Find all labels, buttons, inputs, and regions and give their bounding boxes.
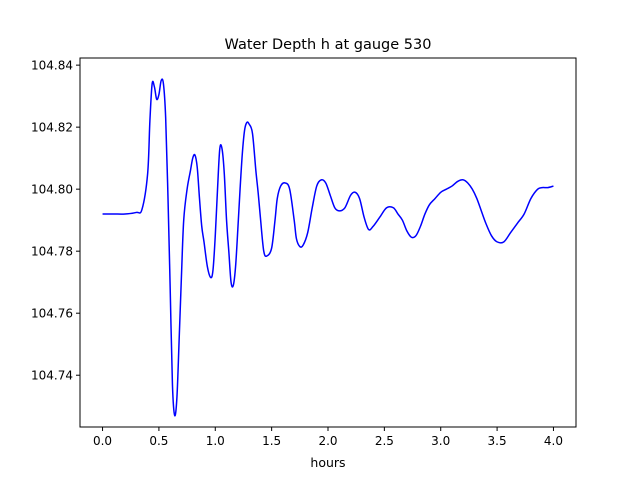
x-tick-label: 1.0	[206, 434, 225, 448]
x-tick-label: 0.5	[149, 434, 168, 448]
x-tick-label: 2.0	[318, 434, 337, 448]
series-line-0	[102, 78, 554, 417]
y-tick-label: 104.82	[31, 121, 73, 135]
x-tick-label: 1.5	[262, 434, 281, 448]
x-tick-label: 4.0	[544, 434, 563, 448]
x-axis-label: hours	[310, 455, 345, 470]
y-tick-label: 104.80	[31, 183, 73, 197]
x-tick-label: 0.0	[93, 434, 112, 448]
y-tick-label: 104.78	[31, 245, 73, 259]
y-tick-label: 104.76	[31, 307, 73, 321]
x-tick-label: 2.5	[375, 434, 394, 448]
x-tick-label: 3.5	[488, 434, 507, 448]
x-tick-label: 3.0	[431, 434, 450, 448]
chart-title: Water Depth h at gauge 530	[225, 37, 432, 53]
plot-area	[102, 78, 554, 417]
y-tick-label: 104.84	[31, 59, 73, 73]
y-axis-ticks: 104.74 104.76 104.78 104.80 104.82 104.84	[31, 59, 80, 383]
y-tick-label: 104.74	[31, 369, 73, 383]
x-axis-ticks: 0.0 0.5 1.0 1.5 2.0 2.5 3.0 3.5 4.0	[93, 427, 563, 448]
